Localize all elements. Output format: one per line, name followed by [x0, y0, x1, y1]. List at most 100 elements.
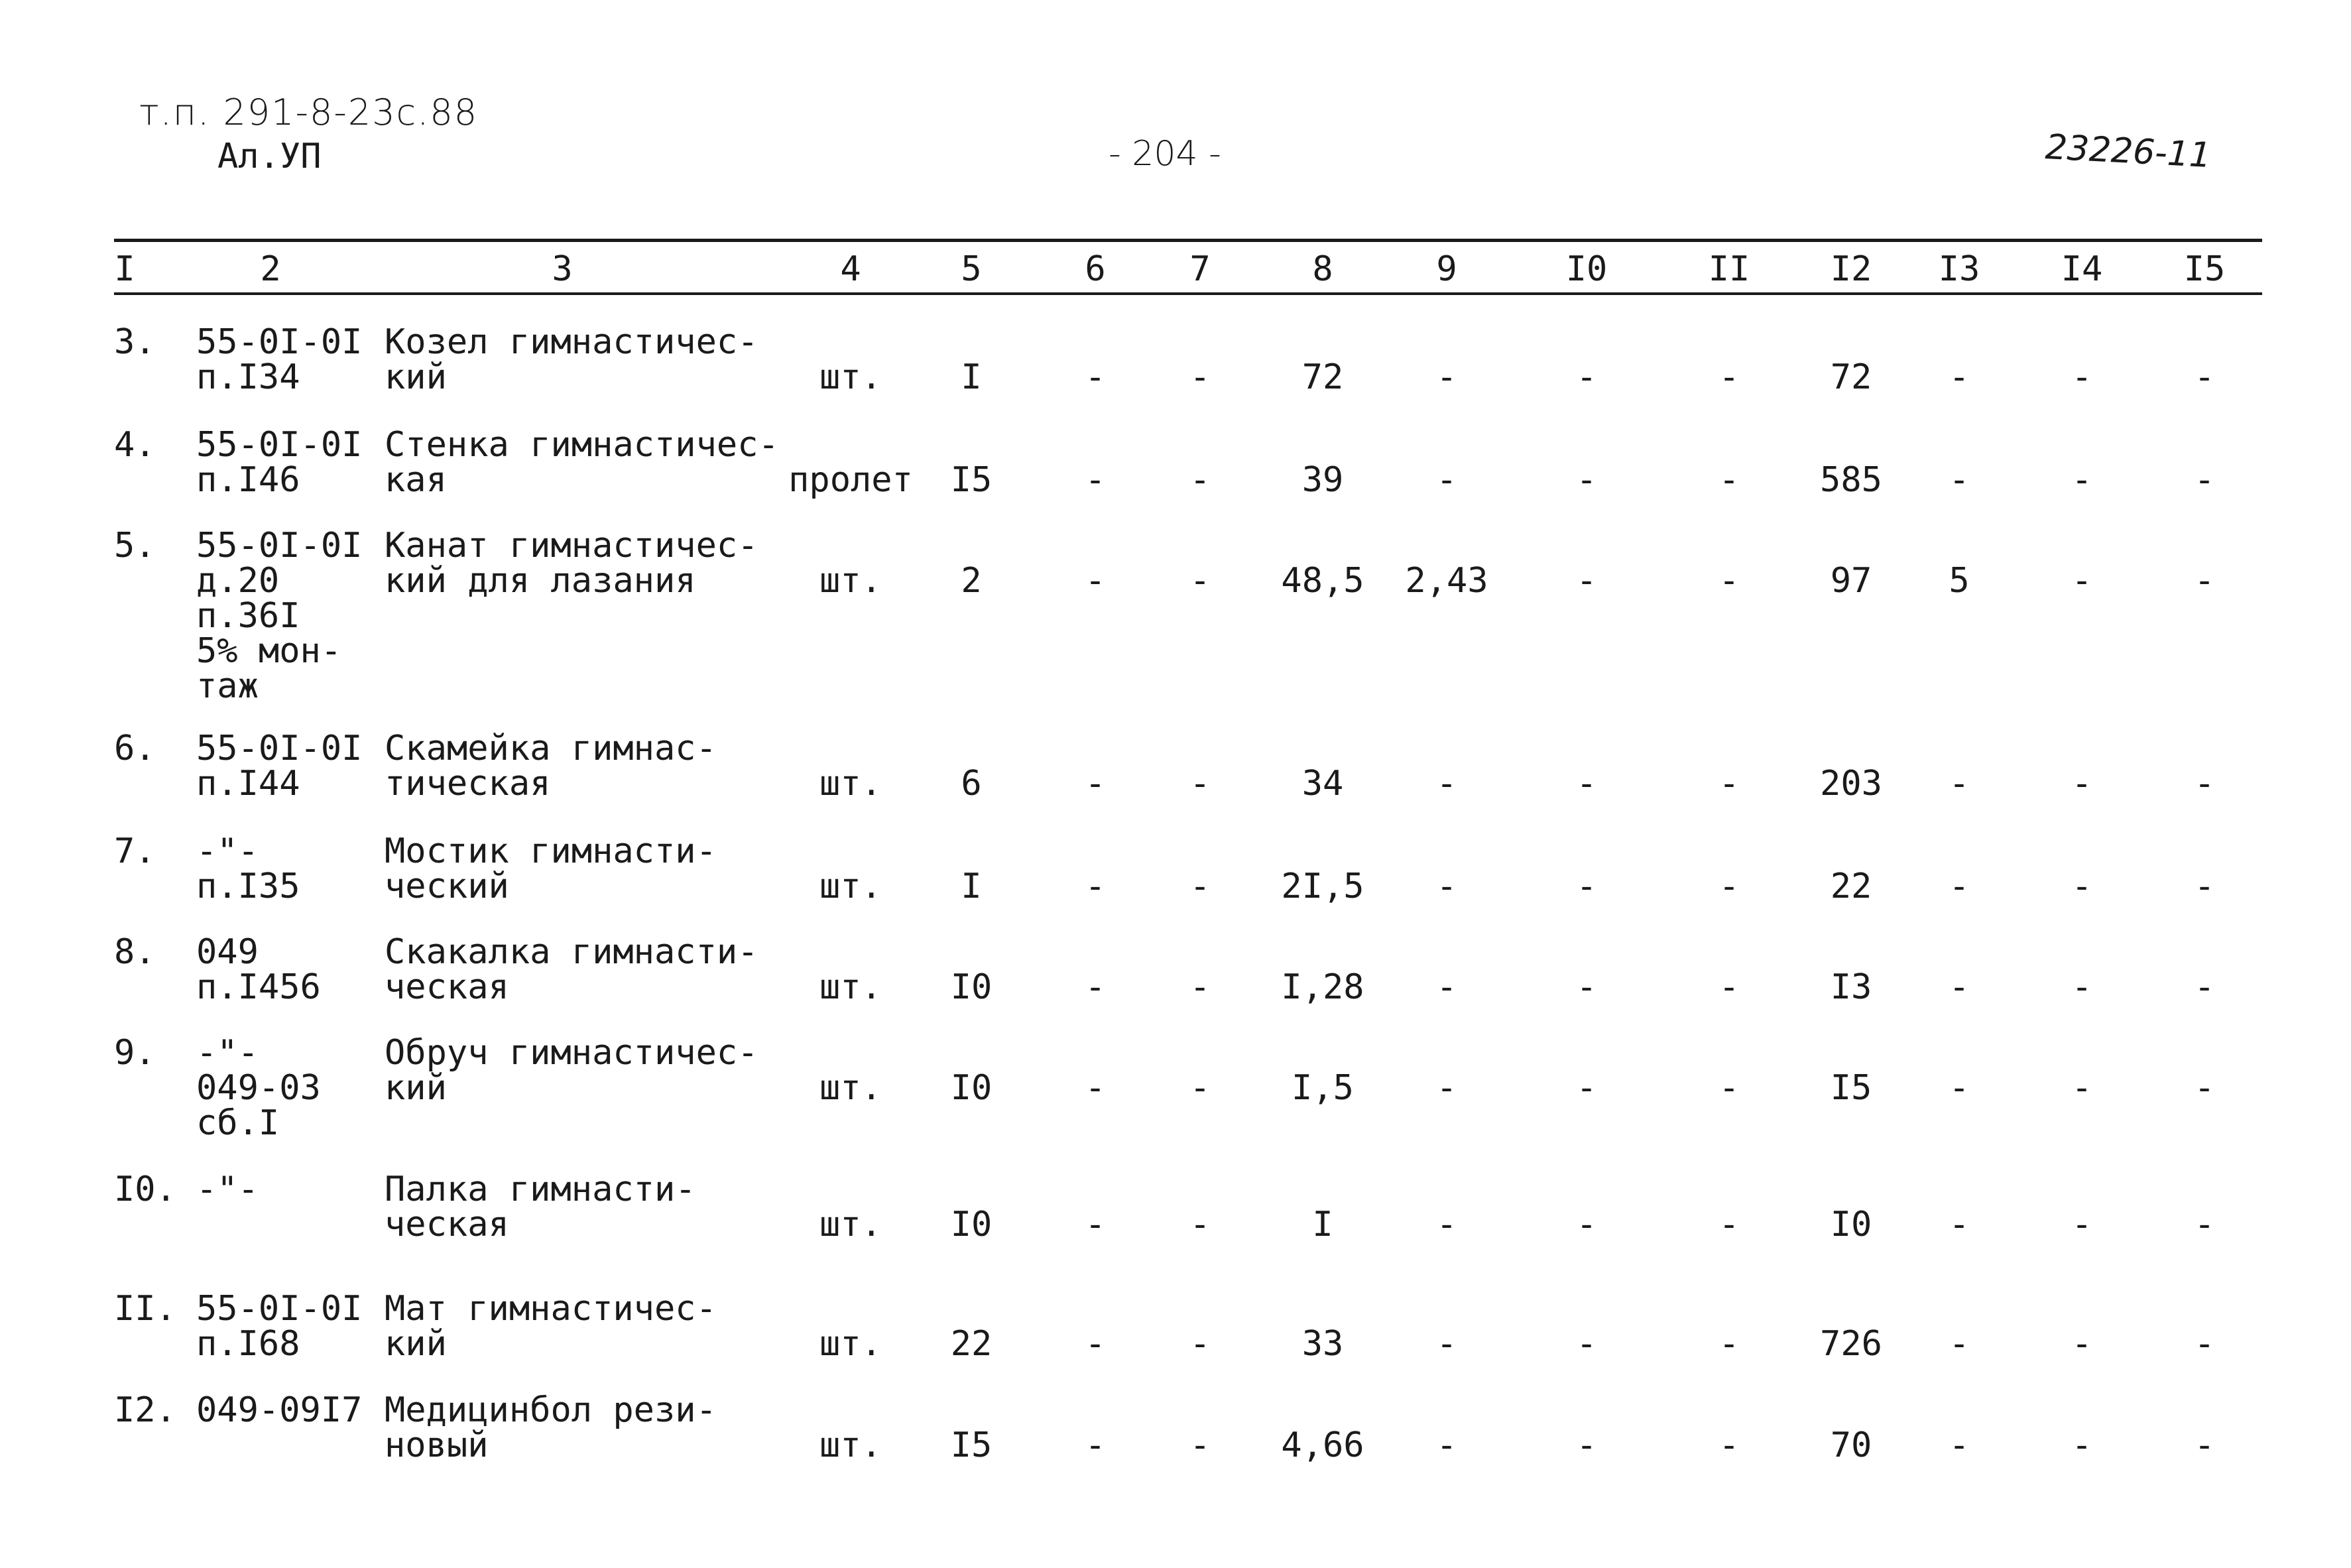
- col12-cell: I5: [1830, 1068, 1872, 1108]
- reference-code-line: 049-03: [196, 1068, 321, 1108]
- col10-cell: -: [1576, 1425, 1597, 1465]
- col9-cell: -: [1436, 967, 1457, 1007]
- item-name-line: кий: [385, 1324, 447, 1364]
- col10-cell: -: [1576, 561, 1597, 601]
- col6-cell: -: [1085, 1068, 1106, 1108]
- col7-cell: -: [1189, 967, 1211, 1007]
- quantity-cell: 22: [950, 1324, 993, 1364]
- col12-cell: 22: [1830, 867, 1872, 906]
- col7-cell: -: [1189, 1205, 1211, 1244]
- reference-code-line: 55-0I-0I: [196, 526, 363, 566]
- unit-cell: шт.: [819, 1425, 882, 1465]
- col13-cell: -: [1949, 357, 1970, 397]
- reference-code-line: сб.I: [196, 1103, 280, 1143]
- col6-cell: -: [1085, 867, 1106, 906]
- item-name-line: новый: [385, 1425, 489, 1465]
- column-number: 9: [1436, 249, 1457, 289]
- col8-cell: 39: [1301, 460, 1344, 500]
- inventory-number: 23226-11: [2044, 127, 2212, 176]
- col7-cell: -: [1189, 764, 1211, 804]
- col6-cell: -: [1085, 357, 1106, 397]
- col14-cell: -: [2071, 357, 2092, 397]
- quantity-cell: 2: [961, 561, 982, 601]
- col14-cell: -: [2071, 1324, 2092, 1364]
- col13-cell: -: [1949, 867, 1970, 906]
- table-top-rule: [114, 239, 2262, 242]
- reference-code-line: -"-: [196, 831, 259, 871]
- unit-cell: шт.: [819, 967, 882, 1007]
- col12-cell: I0: [1830, 1205, 1872, 1244]
- unit-cell: шт.: [819, 357, 882, 397]
- item-name-line: кий: [385, 1068, 447, 1108]
- col9-cell: -: [1436, 1324, 1457, 1364]
- col14-cell: -: [2071, 561, 2092, 601]
- col12-cell: I3: [1830, 967, 1872, 1007]
- column-number: I4: [2061, 249, 2103, 289]
- item-name-line: Стенка гимнастичес-: [385, 425, 779, 465]
- reference-code-line: д.20: [196, 561, 280, 601]
- item-name-line: Палка гимнасти-: [385, 1170, 696, 1209]
- col8-cell: 2I,5: [1281, 867, 1364, 906]
- reference-code-line: 049: [196, 932, 259, 972]
- item-name-line: кая: [385, 460, 447, 500]
- reference-code-line: 55-0I-0I: [196, 425, 363, 465]
- col7-cell: -: [1189, 1425, 1211, 1465]
- item-name-line: ческая: [385, 1205, 509, 1244]
- col12-cell: 97: [1830, 561, 1872, 601]
- col7-cell: -: [1189, 357, 1211, 397]
- col6-cell: -: [1085, 967, 1106, 1007]
- reference-code-line: 55-0I-0I: [196, 1289, 363, 1329]
- column-number: 3: [552, 249, 573, 289]
- unit-cell: шт.: [819, 1324, 882, 1364]
- col10-cell: -: [1576, 867, 1597, 906]
- quantity-cell: I5: [950, 1425, 993, 1465]
- unit-cell: шт.: [819, 1205, 882, 1244]
- album-label: Ал.УП: [217, 137, 322, 176]
- item-name-line: Канат гимнастичес-: [385, 526, 758, 566]
- col11-cell: -: [1718, 357, 1740, 397]
- item-name-line: Мостик гимнасти-: [385, 831, 717, 871]
- col13-cell: -: [1949, 1068, 1970, 1108]
- col9-cell: -: [1436, 1068, 1457, 1108]
- col10-cell: -: [1576, 1205, 1597, 1244]
- col8-cell: 34: [1301, 764, 1344, 804]
- col7-cell: -: [1189, 460, 1211, 500]
- unit-cell: шт.: [819, 764, 882, 804]
- reference-code-line: п.I46: [196, 460, 300, 500]
- col9-cell: 2,43: [1405, 561, 1488, 601]
- item-name-line: Обруч гимнастичес-: [385, 1033, 758, 1073]
- col15-cell: -: [2194, 1425, 2215, 1465]
- reference-code-line: таж: [196, 666, 259, 706]
- col8-cell: 4,66: [1281, 1425, 1364, 1465]
- unit-cell: шт.: [819, 1068, 882, 1108]
- col10-cell: -: [1576, 357, 1597, 397]
- reference-code-line: п.I456: [196, 967, 321, 1007]
- reference-code-line: п.I35: [196, 867, 300, 906]
- column-number: 7: [1189, 249, 1211, 289]
- item-name-line: ческий: [385, 867, 509, 906]
- column-number: II: [1708, 249, 1750, 289]
- col11-cell: -: [1718, 1205, 1740, 1244]
- col15-cell: -: [2194, 867, 2215, 906]
- col15-cell: -: [2194, 1324, 2215, 1364]
- col7-cell: -: [1189, 1068, 1211, 1108]
- quantity-cell: I0: [950, 1205, 993, 1244]
- col9-cell: -: [1436, 1425, 1457, 1465]
- column-number: 6: [1085, 249, 1106, 289]
- row-number: 3.: [114, 322, 156, 362]
- col11-cell: -: [1718, 1324, 1740, 1364]
- row-number: 9.: [114, 1033, 156, 1073]
- item-name-line: Мат гимнастичес-: [385, 1289, 717, 1329]
- row-number: 6.: [114, 729, 156, 768]
- column-number: 5: [961, 249, 982, 289]
- col6-cell: -: [1085, 1425, 1106, 1465]
- col11-cell: -: [1718, 561, 1740, 601]
- quantity-cell: I: [961, 357, 982, 397]
- item-name-line: Медицинбол рези-: [385, 1390, 717, 1430]
- col8-cell: I: [1312, 1205, 1333, 1244]
- col14-cell: -: [2071, 460, 2092, 500]
- col8-cell: 48,5: [1281, 561, 1364, 601]
- col15-cell: -: [2194, 1205, 2215, 1244]
- reference-code-line: -"-: [196, 1033, 259, 1073]
- row-number: 8.: [114, 932, 156, 972]
